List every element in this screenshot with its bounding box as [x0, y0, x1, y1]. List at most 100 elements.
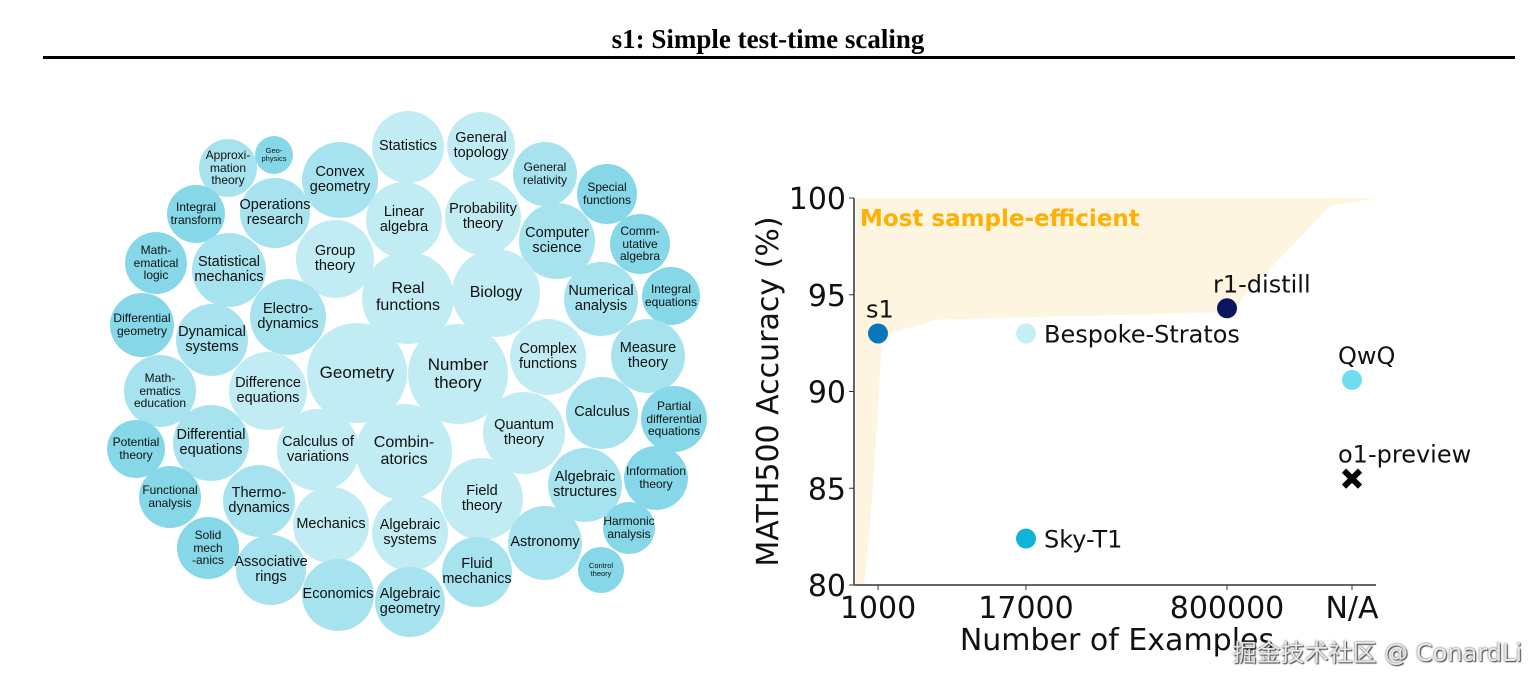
topic-bubble: Integral transform: [167, 185, 225, 243]
topic-bubble: Information theory: [624, 446, 688, 510]
topic-label: Partial differential equations: [646, 399, 702, 439]
y-tick-label: 95: [808, 279, 846, 314]
topic-bubble: Probability theory: [445, 179, 521, 255]
topic-label: General relativity: [522, 160, 567, 187]
topic-label: Math- ematical logic: [133, 243, 179, 283]
page-title: s1: Simple test-time scaling: [611, 24, 925, 54]
topic-bubble: Numerical analysis: [564, 262, 638, 336]
x-tick-label: 1000: [840, 591, 916, 626]
topic-label: Economics: [302, 586, 374, 603]
topic-bubble: Mechanics: [293, 487, 369, 563]
topic-bubble: Fluid mechanics: [442, 537, 512, 607]
topic-label: Functional analysis: [142, 483, 198, 510]
topic-bubble: Number theory: [408, 324, 508, 424]
topic-bubble: Linear algebra: [366, 182, 442, 258]
data-point: [1016, 323, 1036, 344]
topic-bubble: Geo- physics: [255, 136, 293, 174]
topic-label: Calculus of variations: [282, 433, 354, 465]
topic-bubble: Field theory: [441, 458, 523, 540]
topic-label: Operations research: [239, 196, 311, 228]
topic-bubble: Thermo- dynamics: [223, 465, 295, 537]
topic-label: Measure theory: [619, 339, 677, 371]
topic-label: Differential geometry: [113, 311, 171, 338]
x-tick-label: 800000: [1170, 591, 1285, 626]
topic-bubble: Electro- dynamics: [250, 279, 326, 355]
topic-label: Fluid mechanics: [442, 555, 512, 587]
y-tick-label: 80: [808, 569, 846, 604]
topic-bubble: Integral equations: [642, 267, 700, 325]
topic-label: Algebraic systems: [379, 516, 441, 548]
topic-label: Algebraic geometry: [379, 585, 441, 617]
topic-label: Solid mech -anics: [191, 528, 224, 568]
topic-bubble-chart: Approxi- mation theory Geo- physics Convex…: [0, 0, 740, 688]
data-point-label: QwQ: [1338, 342, 1395, 370]
topic-bubble: Special functions: [577, 164, 637, 224]
y-tick-label: 90: [808, 376, 846, 411]
topic-label: Probability theory: [449, 200, 517, 232]
topic-bubble: Complex functions: [510, 319, 586, 395]
topic-label: Potential theory: [112, 435, 160, 462]
topic-bubble: Functional analysis: [139, 466, 201, 528]
topic-bubble: Partial differential equations: [641, 386, 707, 452]
topic-bubble: Convex geometry: [302, 142, 378, 218]
topic-bubble: Harmonic analysis: [603, 502, 655, 554]
x-tick-label: 17000: [978, 591, 1073, 626]
topic-bubble: Associative rings: [234, 535, 308, 605]
topic-bubble: Math- ematics education: [124, 355, 196, 427]
topic-label: Geometry: [319, 363, 395, 383]
topic-label: Combin- atorics: [373, 434, 435, 468]
topic-label: Comm- utative algebra: [619, 224, 661, 264]
data-point-label: Bespoke-Stratos: [1044, 320, 1240, 348]
sample-efficiency-scatter-chart: Most sample-efficient 80 85 90 95 100 1000 1700…: [751, 182, 1471, 658]
topic-label: Quantum theory: [494, 416, 554, 448]
topic-bubble: Statistics: [372, 111, 444, 183]
topic-bubble: Calculus of variations: [277, 409, 359, 491]
topic-bubble: Math- ematical logic: [125, 232, 187, 294]
topic-bubble: General topology: [447, 112, 515, 180]
topic-label: Statistics: [378, 138, 437, 155]
topic-label: Integral transform: [170, 200, 222, 227]
topic-label: Differential equations: [176, 426, 246, 458]
data-point-label: o1-preview: [1338, 441, 1471, 469]
topic-bubble: Potential theory: [107, 420, 165, 478]
data-point-label: s1: [866, 295, 894, 323]
topic-bubble: Astronomy: [508, 506, 582, 580]
topic-label: Electro- dynamics: [257, 300, 319, 332]
data-point: [1217, 298, 1237, 319]
topic-bubble: Solid mech -anics: [177, 517, 239, 579]
topic-bubble: Control theory: [578, 547, 624, 593]
sample-efficient-region: [856, 198, 1376, 585]
topic-label: Harmonic analysis: [603, 514, 655, 541]
topic-label: Mechanics: [296, 516, 366, 533]
topic-label: Astronomy: [510, 534, 580, 551]
topic-bubble: Dynamical systems: [176, 304, 248, 376]
annotation-label: Most sample-efficient: [860, 206, 1140, 232]
topic-label: Group theory: [314, 242, 356, 274]
topic-label: Control theory: [588, 561, 614, 578]
topic-bubble: Differential equations: [173, 405, 249, 481]
topic-bubble: Algebraic systems: [372, 495, 448, 571]
y-axis-label: MATH500 Accuracy (%): [751, 216, 786, 566]
topic-label: Algebraic structures: [553, 468, 617, 500]
topic-label: Dynamical systems: [178, 323, 246, 355]
topic-label: Math- ematics education: [133, 371, 187, 411]
data-point-label: Sky-T1: [1044, 526, 1122, 554]
topic-label: Biology: [469, 283, 523, 301]
topic-label: Statistical mechanics: [194, 253, 264, 285]
topic-bubble: Combin- atorics: [356, 404, 452, 500]
topic-label: Real functions: [375, 280, 441, 314]
topic-label: General topology: [453, 129, 509, 161]
data-point: [868, 323, 888, 344]
topic-bubble: Algebraic geometry: [375, 567, 445, 637]
topic-bubble: Comm- utative algebra: [610, 214, 670, 274]
topic-label: Field theory: [461, 482, 503, 514]
data-point: [1342, 369, 1362, 390]
topic-label: Linear algebra: [379, 203, 429, 235]
topic-bubble: Measure theory: [611, 319, 685, 393]
topic-bubble: General relativity: [513, 142, 577, 206]
y-tick-label: 100: [789, 182, 846, 217]
topic-bubble: Statistical mechanics: [192, 233, 266, 307]
topic-label: Approxi- mation theory: [205, 148, 251, 188]
topic-label: Computer science: [525, 224, 589, 256]
data-point-x-marker: [1341, 468, 1363, 489]
